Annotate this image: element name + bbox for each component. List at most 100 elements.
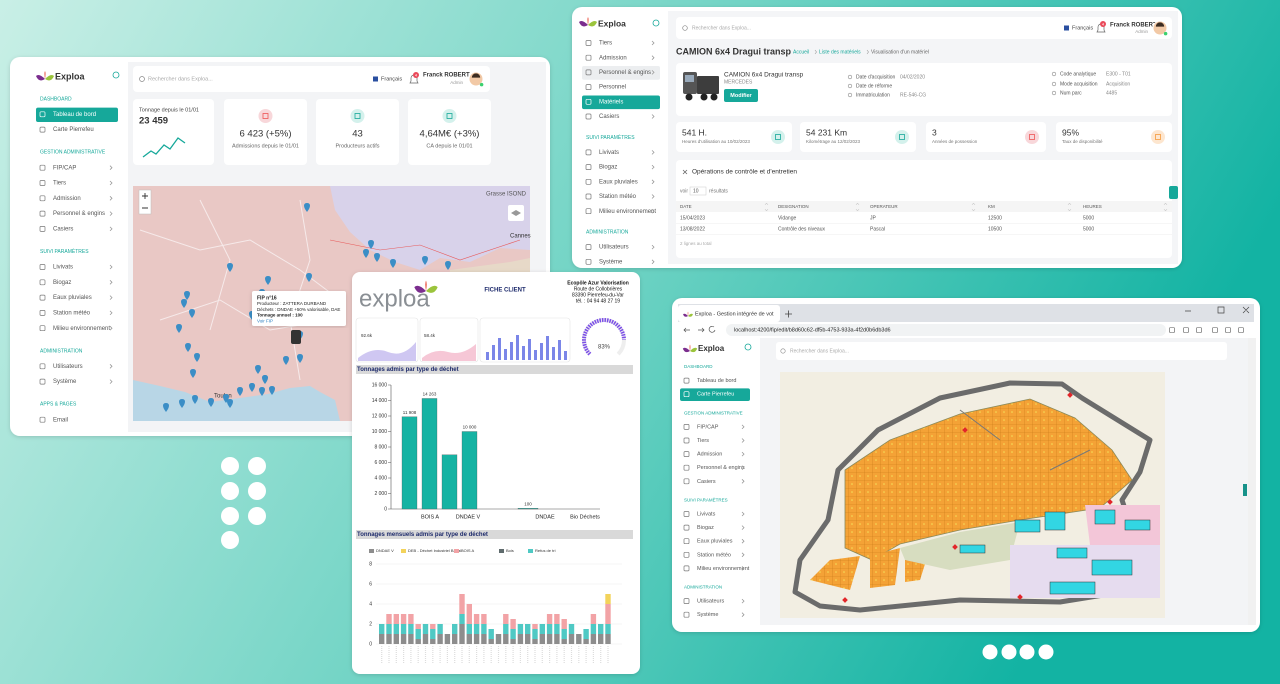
tab-title[interactable]: Exploa - Gestion intégrée de vot bbox=[695, 311, 774, 317]
map-pin[interactable] bbox=[227, 399, 233, 408]
map-pin[interactable] bbox=[249, 383, 255, 392]
button[interactable] bbox=[724, 89, 758, 102]
map-pin[interactable] bbox=[189, 309, 195, 318]
sidebar-item[interactable]: Eaux pluviales bbox=[53, 295, 92, 301]
map-pin[interactable] bbox=[181, 299, 187, 308]
sidebar-item[interactable]: Utilisateurs bbox=[53, 364, 83, 370]
map-pin[interactable] bbox=[176, 324, 182, 333]
map-pin[interactable] bbox=[306, 273, 312, 282]
language[interactable]: Français bbox=[1072, 25, 1093, 31]
column-header[interactable]: HEURES bbox=[1083, 204, 1102, 209]
search-input[interactable]: Rechercher dans Exploa... bbox=[148, 76, 213, 82]
sidebar-item[interactable]: FIP/CAP bbox=[53, 165, 76, 171]
sidebar-item[interactable]: Tableau de bord bbox=[697, 378, 736, 384]
map-pin[interactable] bbox=[269, 386, 275, 395]
sidebar-item[interactable]: Personnel & engins bbox=[697, 465, 745, 471]
map-pin[interactable] bbox=[255, 365, 261, 374]
sidebar-item[interactable]: Station météo bbox=[599, 194, 637, 200]
sidebar-item[interactable]: Système bbox=[697, 612, 718, 618]
length-value[interactable]: 10 bbox=[693, 188, 699, 194]
map-pin[interactable] bbox=[163, 403, 169, 412]
popup-line[interactable]: Voir FIP bbox=[257, 318, 273, 323]
length-select[interactable] bbox=[689, 186, 707, 196]
map-pin[interactable] bbox=[422, 256, 428, 265]
map-pin[interactable] bbox=[208, 398, 214, 407]
url[interactable]: localhost:4200/fip/edit/b8d60c62-df5b-47… bbox=[734, 327, 891, 333]
breadcrumb[interactable]: Liste des matériels bbox=[819, 49, 861, 55]
sidebar-item[interactable]: Livivats bbox=[599, 150, 619, 156]
sidebar-item[interactable]: Personnel & engins bbox=[53, 211, 105, 217]
sidebar-item[interactable]: Biogaz bbox=[53, 280, 71, 286]
map-pin[interactable] bbox=[390, 259, 396, 268]
sidebar-item[interactable]: Personnel & engins bbox=[599, 70, 651, 76]
sidebar-item[interactable]: Système bbox=[53, 379, 77, 385]
sidebar-item[interactable]: Système bbox=[599, 259, 623, 265]
search-input[interactable]: Rechercher dans Exploa... bbox=[692, 25, 751, 31]
sidebar-item[interactable]: Carte Pierrefeu bbox=[53, 127, 94, 133]
map-pin[interactable] bbox=[262, 375, 268, 384]
breadcrumb[interactable]: Accueil bbox=[793, 49, 809, 55]
sidebar-item[interactable]: Station météo bbox=[697, 552, 731, 558]
map-pin[interactable] bbox=[363, 249, 369, 258]
map-pin[interactable] bbox=[445, 261, 451, 270]
sidebar-item[interactable]: Biogaz bbox=[599, 165, 617, 171]
browser-tab[interactable] bbox=[678, 305, 780, 322]
sidebar-item[interactable]: Casiers bbox=[697, 479, 716, 485]
site-marker[interactable] bbox=[952, 544, 958, 550]
map-pin[interactable] bbox=[304, 203, 310, 212]
column-header[interactable]: OPERATEUR bbox=[870, 204, 898, 209]
site-marker[interactable] bbox=[1017, 594, 1023, 600]
map-pin[interactable] bbox=[184, 291, 190, 300]
sidebar-item[interactable]: Tableau de bord bbox=[53, 112, 96, 118]
sidebar-item[interactable]: Station météo bbox=[53, 310, 91, 316]
map-pin[interactable] bbox=[190, 369, 196, 378]
site-marker[interactable] bbox=[1107, 499, 1113, 505]
sidebar-item[interactable]: Milieu environnement bbox=[53, 326, 110, 332]
map-pin[interactable] bbox=[297, 354, 303, 363]
map-pin[interactable] bbox=[185, 343, 191, 352]
sidebar-item[interactable]: Milieu environnement bbox=[599, 209, 656, 215]
sidebar-item[interactable]: FIP/CAP bbox=[697, 424, 719, 430]
address-bar[interactable] bbox=[726, 324, 1166, 336]
map-pin[interactable] bbox=[227, 263, 233, 272]
button-label[interactable]: Modifier bbox=[730, 93, 752, 99]
sidebar-item[interactable]: Eaux pluviales bbox=[697, 539, 733, 545]
side-tab[interactable] bbox=[1169, 186, 1178, 199]
site-marker[interactable] bbox=[1067, 392, 1073, 398]
sidebar-item[interactable]: Biogaz bbox=[697, 525, 714, 531]
sidebar-item[interactable]: Tiers bbox=[697, 438, 709, 444]
sidebar-item[interactable]: Tiers bbox=[599, 41, 612, 47]
sidebar-item[interactable]: Carte Pierrefeu bbox=[697, 392, 734, 398]
column-header[interactable]: KM bbox=[988, 204, 995, 209]
sidebar-item[interactable]: Eaux pluviales bbox=[599, 179, 638, 185]
map-pin[interactable] bbox=[237, 387, 243, 396]
map-pin[interactable] bbox=[192, 395, 198, 404]
sidebar-item[interactable]: Utilisateurs bbox=[599, 245, 629, 251]
map-pin[interactable] bbox=[194, 353, 200, 362]
sidebar-item[interactable]: Livivats bbox=[697, 511, 716, 517]
sidebar-item[interactable]: Tiers bbox=[53, 181, 66, 187]
sidebar-item[interactable]: Admission bbox=[697, 452, 722, 458]
sidebar-item[interactable]: Milieu environnement bbox=[697, 566, 750, 572]
language[interactable]: Français bbox=[381, 76, 402, 82]
site-marker[interactable] bbox=[842, 597, 848, 603]
map-pin[interactable] bbox=[283, 356, 289, 365]
map-pin[interactable] bbox=[259, 387, 265, 396]
column-header[interactable]: DESIGNATION bbox=[778, 204, 809, 209]
map-pin[interactable] bbox=[179, 399, 185, 408]
sidebar-item[interactable]: Matériels bbox=[599, 99, 623, 105]
sidebar-item[interactable]: Email bbox=[53, 417, 68, 423]
sidebar-item[interactable]: Admission bbox=[599, 55, 627, 61]
sidebar-item[interactable]: Admission bbox=[53, 196, 81, 202]
search-input[interactable]: Rechercher dans Exploa... bbox=[790, 348, 849, 354]
map-pin[interactable] bbox=[265, 276, 271, 285]
sidebar-item[interactable]: Utilisateurs bbox=[697, 599, 724, 605]
column-header[interactable]: DATE bbox=[680, 204, 692, 209]
sidebar-item[interactable]: Casiers bbox=[599, 114, 619, 120]
map-pin[interactable] bbox=[374, 253, 380, 262]
sidebar-item[interactable]: Personnel bbox=[599, 85, 626, 91]
site-marker[interactable] bbox=[962, 427, 968, 433]
sidebar-item[interactable]: Livivats bbox=[53, 265, 73, 271]
sidebar-item[interactable]: Casiers bbox=[53, 226, 73, 232]
map-pin[interactable] bbox=[368, 240, 374, 249]
